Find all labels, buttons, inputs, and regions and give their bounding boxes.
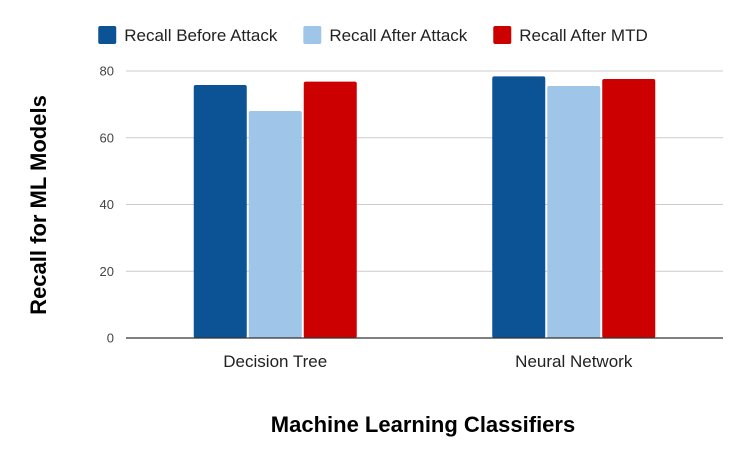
bars xyxy=(193,76,656,339)
legend-label: Recall After Attack xyxy=(329,26,467,45)
y-tick-label: 0 xyxy=(107,331,114,346)
legend-item: Recall After Attack xyxy=(303,26,468,45)
legend-swatch xyxy=(98,26,117,44)
bar-neural-network-series-0 xyxy=(492,76,546,338)
bar-decision-tree-series-2 xyxy=(303,81,357,339)
x-axis-title: Machine Learning Classifiers xyxy=(271,412,575,437)
y-tick-label: 40 xyxy=(100,197,114,212)
bar-neural-network-series-2 xyxy=(602,79,656,338)
x-category-label: Decision Tree xyxy=(223,352,327,371)
y-tick-label: 20 xyxy=(100,264,114,279)
y-axis-title: Recall for ML Models xyxy=(26,95,51,315)
y-tick-label: 80 xyxy=(100,64,114,79)
legend-swatch xyxy=(303,26,322,44)
legend-item: Recall Before Attack xyxy=(98,26,278,45)
y-tick-label: 60 xyxy=(100,130,114,145)
legend-swatch xyxy=(493,26,512,44)
bar-decision-tree-series-1 xyxy=(248,111,302,338)
y-axis-ticks: 0 20 40 60 80 xyxy=(100,64,114,346)
legend-item: Recall After MTD xyxy=(493,26,648,45)
x-axis-categories: Decision Tree Neural Network xyxy=(223,352,633,371)
bar-neural-network-series-1 xyxy=(547,86,601,338)
legend: Recall Before Attack Recall After Attack R… xyxy=(98,26,648,45)
x-category-label: Neural Network xyxy=(515,352,633,371)
legend-label: Recall After MTD xyxy=(519,26,647,45)
legend-label: Recall Before Attack xyxy=(124,26,278,45)
bar-decision-tree-series-0 xyxy=(193,85,247,338)
